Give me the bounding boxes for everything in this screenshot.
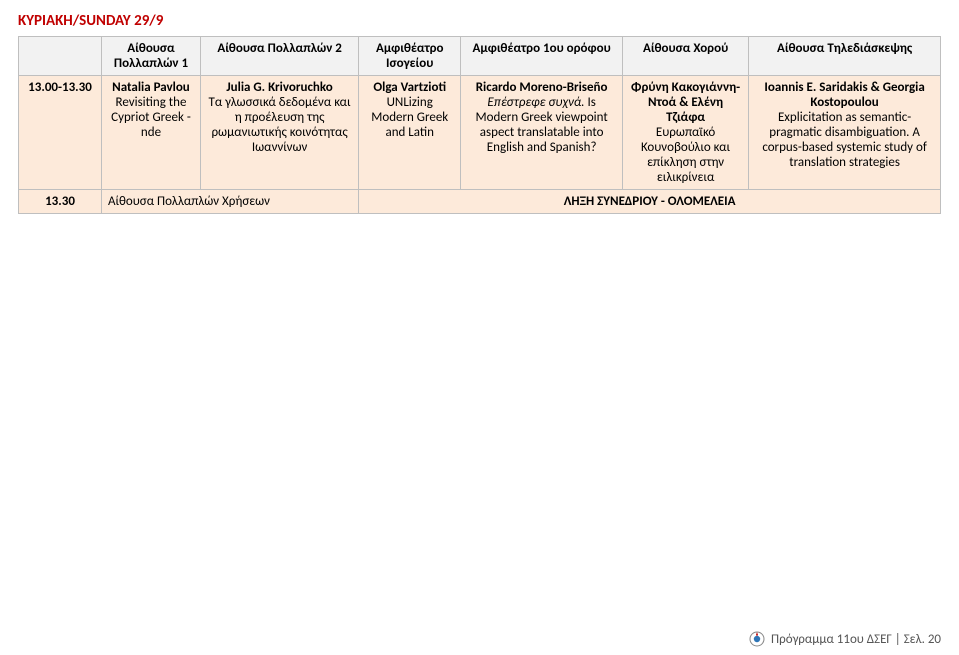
cell-r2-room: Αίθουσα Πολλαπλών Χρήσεων xyxy=(102,190,359,214)
title-italic: Επέστρεφε συχνά. xyxy=(487,95,584,110)
schedule-table: Αίθουσα Πολλαπλών 1 Αίθουσα Πολλαπλών 2 … xyxy=(18,36,941,214)
footer-icon xyxy=(749,631,765,647)
presenter: Olga Vartzioti xyxy=(373,80,446,95)
cell-r1-c5: Φρύνη Κακογιάννη-Ντοά & Ελένη Τζιάφα Ευρ… xyxy=(623,76,749,190)
cell-r2-plenary: ΛΗΞΗ ΣΥΝΕΔΡΙΟΥ - ΟΛΟΜΕΛΕΙΑ xyxy=(359,190,941,214)
header-row: Αίθουσα Πολλαπλών 1 Αίθουσα Πολλαπλών 2 … xyxy=(19,37,941,76)
col-room-1: Αίθουσα Πολλαπλών 1 xyxy=(102,37,201,76)
table-row: 13.30 Αίθουσα Πολλαπλών Χρήσεων ΛΗΞΗ ΣΥΝ… xyxy=(19,190,941,214)
col-room-3: Αμφιθέατρο Ισογείου xyxy=(359,37,461,76)
presenter: Ricardo Moreno-Briseño xyxy=(476,80,608,95)
col-room-5: Αίθουσα Χορού xyxy=(623,37,749,76)
presenter: Ioannis E. Saridakis & Georgia Kostopoul… xyxy=(764,80,924,110)
col-room-4: Αμφιθέατρο 1ου ορόφου xyxy=(461,37,623,76)
presenter: Julia G. Krivoruchko xyxy=(226,80,332,95)
title: UNLizing Modern Greek and Latin xyxy=(371,95,448,140)
cell-r1-c4: Ricardo Moreno-Briseño Επέστρεφε συχνά. … xyxy=(461,76,623,190)
col-room-2: Αίθουσα Πολλαπλών 2 xyxy=(200,37,358,76)
presenter: Φρύνη Κακογιάννη-Ντοά & Ελένη Τζιάφα xyxy=(631,80,740,125)
footer-text: Πρόγραμμα 11ου ΔΣΕΓ | Σελ. 20 xyxy=(771,632,941,647)
cell-r1-c2: Julia G. Krivoruchko Τα γλωσσικά δεδομέν… xyxy=(200,76,358,190)
title: Τα γλωσσικά δεδομένα και η προέλευση της… xyxy=(209,95,351,155)
presenter: Natalia Pavlou xyxy=(112,80,190,95)
table-row: 13.00-13.30 Natalia Pavlou Revisiting th… xyxy=(19,76,941,190)
time-cell: 13.00-13.30 xyxy=(19,76,102,190)
page-heading: ΚΥΡΙΑΚΗ/SUNDAY 29/9 xyxy=(18,12,941,30)
page-footer: Πρόγραμμα 11ου ΔΣΕΓ | Σελ. 20 xyxy=(749,631,941,647)
col-time xyxy=(19,37,102,76)
title: Revisiting the Cypriot Greek -nde xyxy=(111,95,191,140)
cell-r1-c1: Natalia Pavlou Revisiting the Cypriot Gr… xyxy=(102,76,201,190)
title: Explicitation as semantic-pragmatic disa… xyxy=(762,110,927,170)
title: Ευρωπαϊκό Κουνοβούλιο και επίκληση στην … xyxy=(641,125,730,185)
cell-r1-c6: Ioannis E. Saridakis & Georgia Kostopoul… xyxy=(749,76,941,190)
cell-r1-c3: Olga Vartzioti UNLizing Modern Greek and… xyxy=(359,76,461,190)
time-cell: 13.30 xyxy=(19,190,102,214)
col-room-6: Αίθουσα Τηλεδιάσκεψης xyxy=(749,37,941,76)
